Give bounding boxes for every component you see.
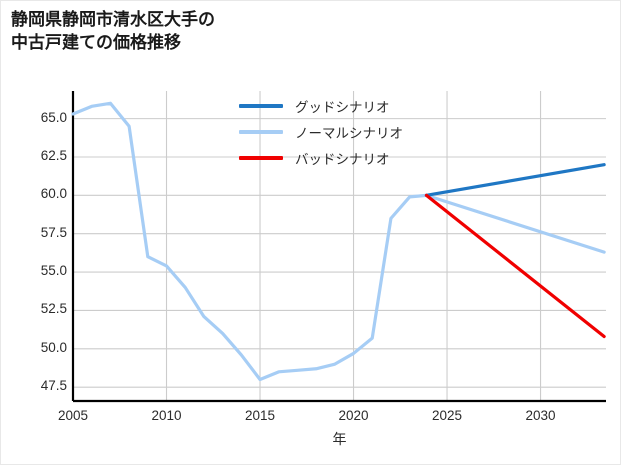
x-tick-label: 2025 xyxy=(432,408,463,423)
x-tick-label: 2030 xyxy=(525,408,556,423)
y-tick-label: 62.5 xyxy=(40,147,67,163)
y-tick-label: 60.0 xyxy=(40,186,67,202)
legend-color-swatch xyxy=(239,104,283,108)
series-line xyxy=(424,193,606,339)
x-tick-label: 2005 xyxy=(57,408,89,423)
y-tick-label: 50.0 xyxy=(40,339,67,355)
plot-svg xyxy=(71,91,606,403)
legend-item-label: バッドシナリオ xyxy=(295,152,390,167)
y-tick-label: 57.5 xyxy=(40,224,67,240)
legend-item[interactable]: グッドシナリオ xyxy=(239,93,459,119)
y-tick-label: 52.5 xyxy=(40,301,67,317)
y-tick-label: 65.0 xyxy=(40,109,67,125)
legend-color-swatch xyxy=(239,156,283,160)
legend-item[interactable]: バッドシナリオ xyxy=(239,145,459,171)
x-tick-label: 2010 xyxy=(151,408,182,423)
x-axis-label: 年 xyxy=(332,431,347,447)
legend-item-label: グッドシナリオ xyxy=(295,100,390,115)
series-line xyxy=(424,163,606,197)
legend-item[interactable]: ノーマルシナリオ xyxy=(239,119,459,145)
x-tick-label: 2015 xyxy=(244,408,276,423)
y-tick-label: 47.5 xyxy=(40,378,67,394)
x-tick-label: 2020 xyxy=(338,408,369,423)
legend-color-swatch xyxy=(239,130,283,134)
y-tick-label: 55.0 xyxy=(40,263,67,279)
series-line xyxy=(71,101,606,382)
chart-legend: グッドシナリオ ノーマルシナリオ バッドシナリオ xyxy=(239,93,459,171)
legend-item-label: ノーマルシナリオ xyxy=(295,126,403,141)
plot-area xyxy=(71,91,606,403)
page-title: 静岡県静岡市清水区大手の 中古戸建ての価格推移 xyxy=(11,10,215,52)
